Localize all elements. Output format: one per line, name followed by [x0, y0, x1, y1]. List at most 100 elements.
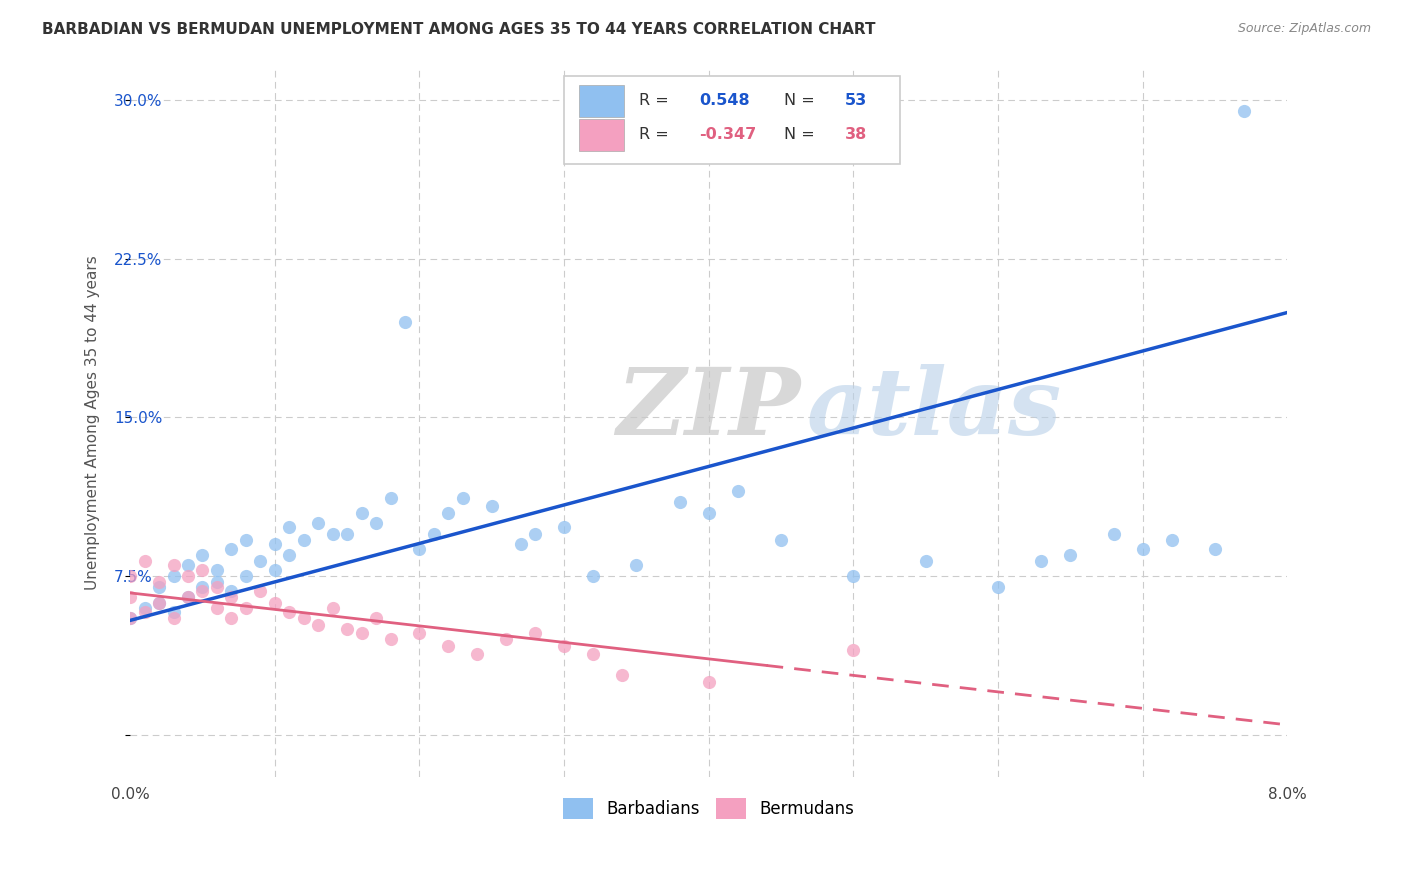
Text: 0.548: 0.548 [699, 93, 749, 108]
Point [408, 626, 430, 640]
FancyBboxPatch shape [579, 85, 624, 118]
Point [364, 516, 387, 530]
Point [582, 569, 605, 583]
Point [408, 541, 430, 556]
Point [307, 617, 329, 632]
Text: R =: R = [640, 127, 673, 142]
Point [336, 622, 359, 636]
Point [249, 554, 271, 568]
Point [263, 563, 285, 577]
Text: Source: ZipAtlas.com: Source: ZipAtlas.com [1237, 22, 1371, 36]
Text: -0.347: -0.347 [699, 127, 756, 142]
Point [235, 600, 257, 615]
Point [914, 554, 936, 568]
Point [610, 668, 633, 682]
Point [205, 580, 228, 594]
Point [148, 580, 170, 594]
Point [380, 632, 402, 647]
Point [263, 537, 285, 551]
Point [626, 558, 648, 573]
Point [221, 583, 243, 598]
Text: N =: N = [785, 127, 820, 142]
Point [177, 569, 200, 583]
Point [524, 526, 547, 541]
Point [191, 548, 214, 562]
Point [364, 611, 387, 625]
Point [842, 643, 865, 657]
Point [148, 597, 170, 611]
Point [1102, 526, 1125, 541]
Point [205, 600, 228, 615]
Point [120, 611, 142, 625]
Point [177, 590, 200, 604]
Point [134, 554, 156, 568]
Text: R =: R = [640, 93, 673, 108]
Text: N =: N = [785, 93, 820, 108]
Point [162, 569, 184, 583]
Point [1059, 548, 1081, 562]
Point [205, 563, 228, 577]
Point [263, 597, 285, 611]
Point [842, 569, 865, 583]
Point [148, 575, 170, 590]
Point [437, 639, 460, 653]
Text: 38: 38 [845, 127, 868, 142]
Point [162, 611, 184, 625]
Point [221, 541, 243, 556]
Point [278, 548, 301, 562]
Text: BARBADIAN VS BERMUDAN UNEMPLOYMENT AMONG AGES 35 TO 44 YEARS CORRELATION CHART: BARBADIAN VS BERMUDAN UNEMPLOYMENT AMONG… [42, 22, 876, 37]
Point [1233, 103, 1256, 118]
Point [465, 647, 488, 661]
Point [162, 558, 184, 573]
Point [769, 533, 792, 547]
Point [249, 583, 271, 598]
Point [350, 506, 373, 520]
Point [697, 674, 720, 689]
Point [221, 611, 243, 625]
Point [134, 605, 156, 619]
Point [221, 590, 243, 604]
Point [668, 495, 690, 509]
Point [191, 580, 214, 594]
Point [1031, 554, 1053, 568]
Point [322, 526, 344, 541]
Point [553, 639, 575, 653]
Point [177, 558, 200, 573]
Point [235, 533, 257, 547]
Point [1160, 533, 1182, 547]
Point [278, 520, 301, 534]
Point [697, 506, 720, 520]
Point [727, 484, 749, 499]
Point [350, 626, 373, 640]
Point [423, 526, 446, 541]
Point [1132, 541, 1154, 556]
Point [553, 520, 575, 534]
Point [292, 533, 315, 547]
Point [191, 583, 214, 598]
Text: ZIP: ZIP [616, 364, 800, 453]
FancyBboxPatch shape [564, 76, 900, 164]
Point [148, 597, 170, 611]
Point [380, 491, 402, 505]
Point [394, 315, 416, 329]
Point [582, 647, 605, 661]
Point [437, 506, 460, 520]
Point [987, 580, 1010, 594]
FancyBboxPatch shape [579, 119, 624, 152]
Point [205, 575, 228, 590]
Point [235, 569, 257, 583]
Point [162, 605, 184, 619]
Point [509, 537, 531, 551]
Point [481, 500, 503, 514]
Point [120, 590, 142, 604]
Point [336, 526, 359, 541]
Point [307, 516, 329, 530]
Y-axis label: Unemployment Among Ages 35 to 44 years: Unemployment Among Ages 35 to 44 years [86, 255, 100, 591]
Point [191, 563, 214, 577]
Point [495, 632, 517, 647]
Point [322, 600, 344, 615]
Text: 53: 53 [845, 93, 868, 108]
Point [524, 626, 547, 640]
Point [292, 611, 315, 625]
Point [177, 590, 200, 604]
